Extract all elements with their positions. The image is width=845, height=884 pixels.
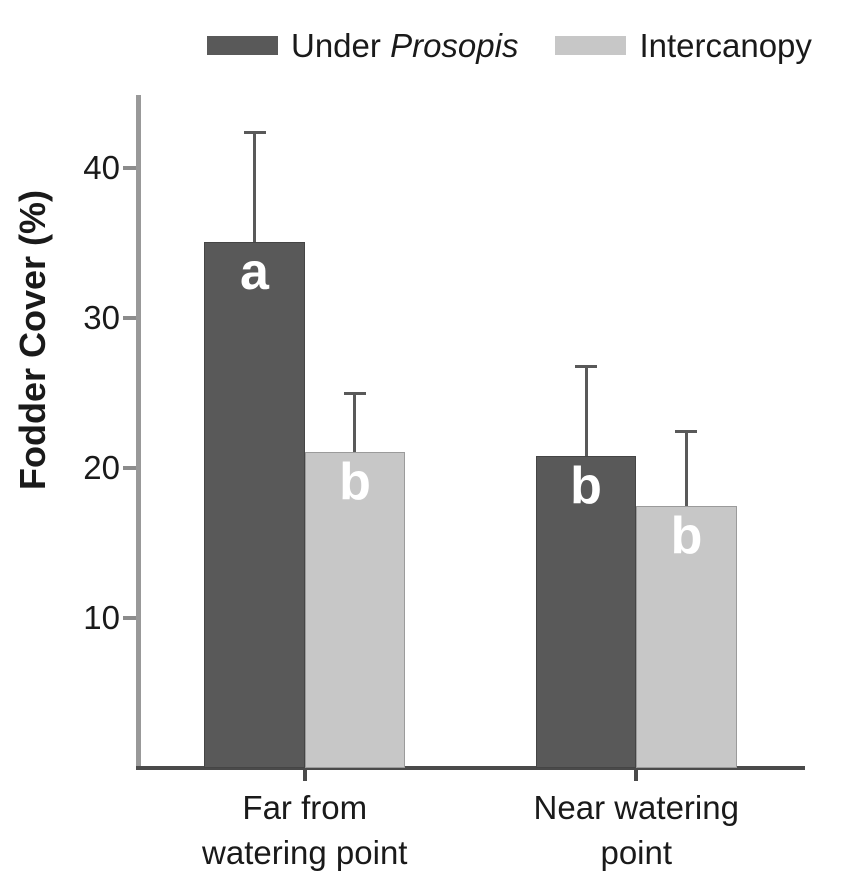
legend-label-under-prosopis: Under Prosopis bbox=[291, 29, 518, 62]
significance-letter: b bbox=[339, 452, 371, 511]
x-category-label: Near watering point bbox=[476, 785, 796, 875]
error-bar-cap bbox=[343, 392, 366, 396]
x-tick bbox=[634, 768, 639, 781]
x-category-label-line: Near watering bbox=[533, 789, 739, 826]
y-tick bbox=[123, 316, 136, 321]
legend: Under Prosopis Intercanopy bbox=[207, 24, 812, 66]
legend-label-prefix: Intercanopy bbox=[639, 26, 812, 64]
legend-swatch-intercanopy bbox=[555, 35, 627, 55]
error-bar-cap bbox=[575, 365, 598, 369]
significance-letter: a bbox=[240, 242, 269, 301]
y-tick bbox=[123, 616, 136, 621]
legend-item-intercanopy: Intercanopy bbox=[555, 29, 812, 62]
error-bar-line bbox=[584, 366, 588, 457]
y-tick bbox=[123, 166, 136, 171]
significance-letter: b bbox=[670, 506, 703, 565]
bar: b bbox=[304, 451, 406, 768]
y-tick-label: 40 bbox=[83, 149, 120, 187]
x-tick bbox=[302, 768, 307, 781]
bar: b bbox=[535, 456, 637, 768]
x-category-label-line: point bbox=[600, 834, 673, 871]
x-category-label-line: Far from bbox=[242, 789, 368, 826]
x-category-label-line: watering point bbox=[202, 834, 408, 871]
error-bar-line bbox=[353, 393, 357, 452]
legend-swatch-under-prosopis bbox=[207, 35, 278, 55]
error-bar-line bbox=[253, 132, 257, 242]
y-axis-title: Fodder Cover (%) bbox=[12, 189, 53, 490]
bar: b bbox=[636, 505, 737, 768]
y-tick-label: 20 bbox=[83, 449, 120, 487]
legend-item-under-prosopis: Under Prosopis bbox=[207, 29, 518, 62]
legend-label-prefix: Under bbox=[291, 26, 391, 64]
significance-letter: b bbox=[570, 457, 602, 516]
legend-label-intercanopy: Intercanopy bbox=[639, 29, 811, 62]
y-tick-label: 30 bbox=[83, 299, 120, 337]
error-bar-line bbox=[684, 430, 688, 506]
plot-area: 40 30 20 10 Far from watering point a b Near wat… bbox=[83, 95, 805, 871]
y-tick-label: 10 bbox=[83, 599, 120, 637]
error-bar-cap bbox=[675, 429, 698, 433]
legend-label-italic: Prosopis bbox=[390, 26, 519, 64]
y-axis bbox=[136, 95, 141, 770]
y-tick bbox=[123, 466, 136, 471]
bar: a bbox=[204, 241, 305, 768]
error-bar-cap bbox=[243, 131, 266, 135]
x-category-label: Far from watering point bbox=[145, 785, 465, 875]
x-axis bbox=[136, 766, 805, 770]
